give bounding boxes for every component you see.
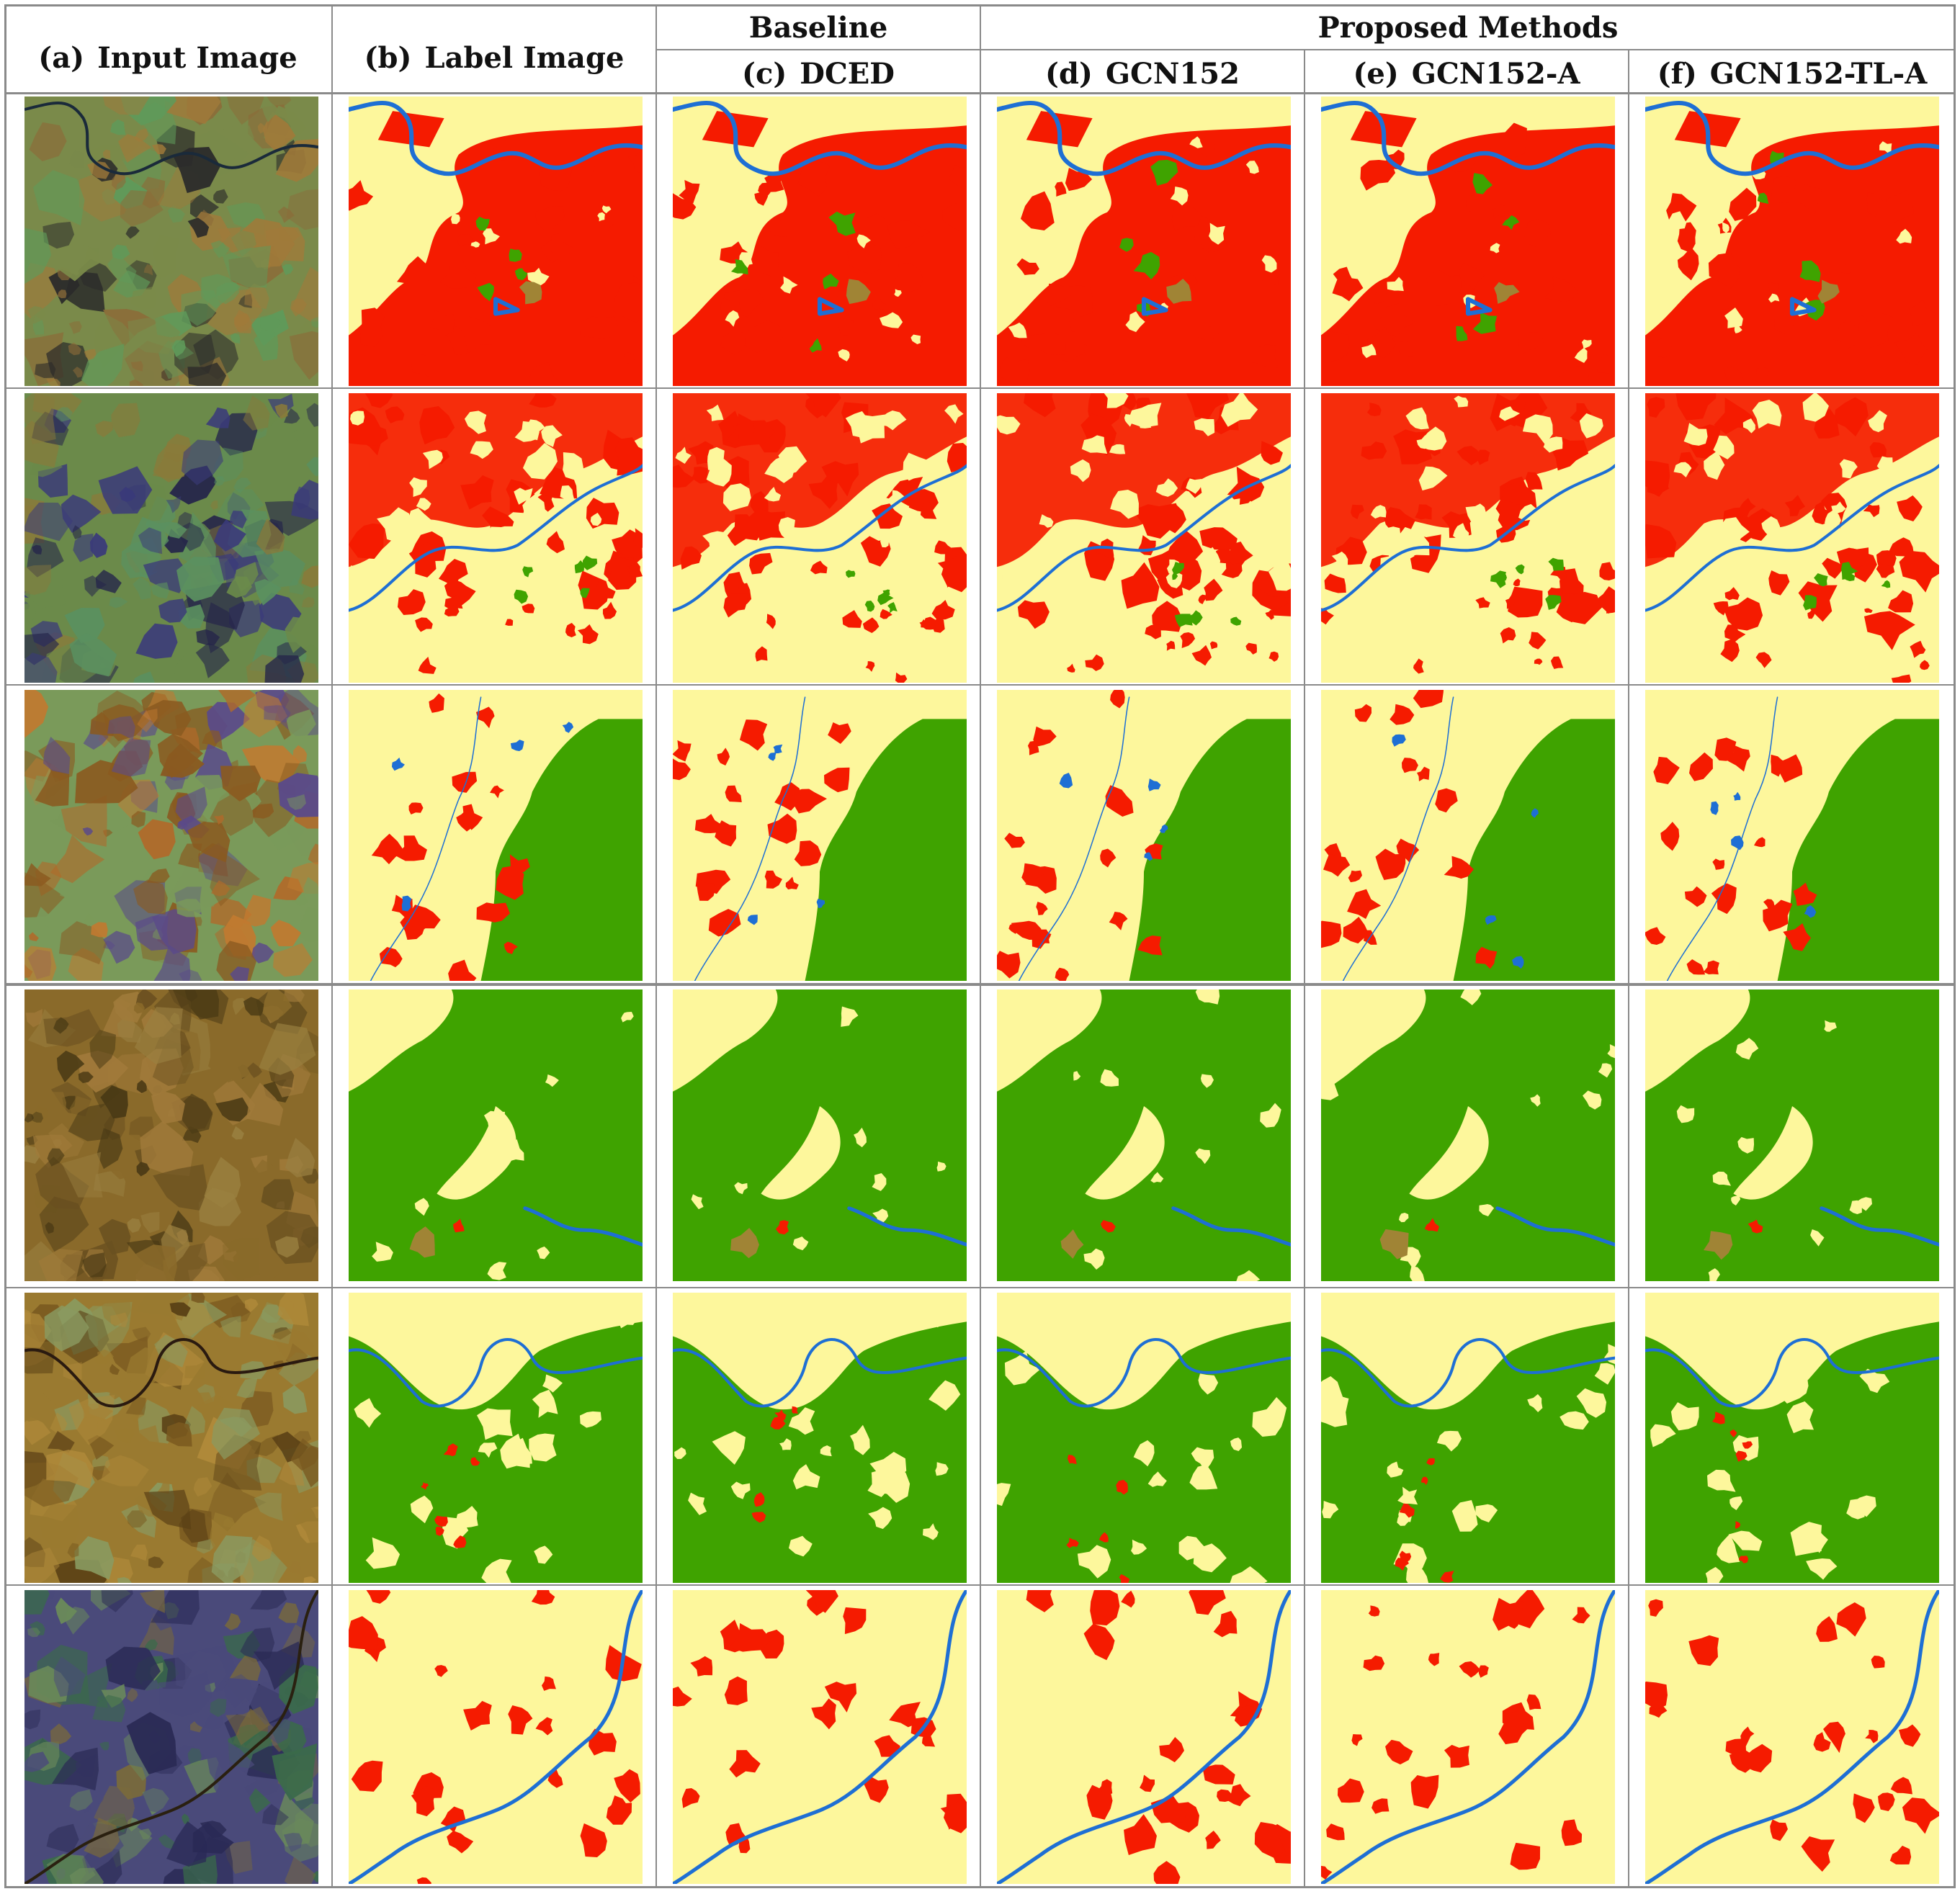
row-2-gcn152-a-result (1321, 393, 1615, 683)
row-5-label-image (349, 1293, 643, 1583)
grid-line (1954, 4, 1956, 1888)
row-5-gcn152-tl-a-result (1645, 1293, 1939, 1583)
row-6-dced-result (673, 1590, 967, 1884)
row-6-gcn152-tl-a-result (1645, 1590, 1939, 1884)
row-5-gcn152-result (997, 1293, 1291, 1583)
row-4-label-image (349, 989, 643, 1281)
row-3-input-image (24, 690, 318, 981)
row-1-input-image (24, 97, 318, 386)
row-2-gcn152-result (997, 393, 1291, 683)
row-4-gcn152-result (997, 989, 1291, 1281)
grid-line (655, 4, 657, 1888)
column-header-dced: (c) DCED (742, 56, 895, 91)
row-2-dced-result (673, 393, 967, 683)
grid-line (4, 4, 6, 1888)
row-4-gcn152-tl-a-result (1645, 989, 1939, 1281)
grid-line (1304, 50, 1305, 1888)
row-6-label-image (349, 1590, 643, 1884)
column-header-gcn152-a: (e) GCN152-A (1353, 56, 1580, 91)
row-5-input-image (24, 1293, 318, 1583)
column-header-gcn152: (d) GCN152 (1045, 56, 1240, 91)
row-6-gcn152-result (997, 1590, 1291, 1884)
grid-line (331, 4, 333, 1888)
row-4-dced-result (673, 989, 967, 1281)
row-5-dced-result (673, 1293, 967, 1583)
row-3-gcn152-a-result (1321, 690, 1615, 981)
row-2-gcn152-tl-a-result (1645, 393, 1939, 683)
row-6-input-image (24, 1590, 318, 1884)
column-header-label-image: (b) Label Image (364, 40, 625, 75)
row-3-label-image (349, 690, 643, 981)
grid-line (1628, 50, 1629, 1888)
row-3-gcn152-result (997, 690, 1291, 981)
group-header-proposed: Proposed Methods (1317, 10, 1619, 45)
row-3-gcn152-tl-a-result (1645, 690, 1939, 981)
row-1-gcn152-result (997, 97, 1291, 386)
row-3-dced-result (673, 690, 967, 981)
grid-line (657, 49, 1955, 50)
row-4-input-image (24, 989, 318, 1281)
row-2-input-image (24, 393, 318, 683)
row-4-gcn152-a-result (1321, 989, 1615, 1281)
row-2-label-image (349, 393, 643, 683)
row-1-label-image (349, 97, 643, 386)
row-1-gcn152-a-result (1321, 97, 1615, 386)
column-header-gcn152-tl-a: (f) GCN152-TL-A (1657, 56, 1928, 91)
group-header-baseline: Baseline (748, 10, 888, 45)
row-6-gcn152-a-result (1321, 1590, 1615, 1884)
row-5-gcn152-a-result (1321, 1293, 1615, 1583)
row-1-gcn152-tl-a-result (1645, 97, 1939, 386)
row-1-dced-result (673, 97, 967, 386)
column-header-input-image: (a) Input Image (38, 40, 297, 75)
grid-line (980, 4, 981, 1888)
